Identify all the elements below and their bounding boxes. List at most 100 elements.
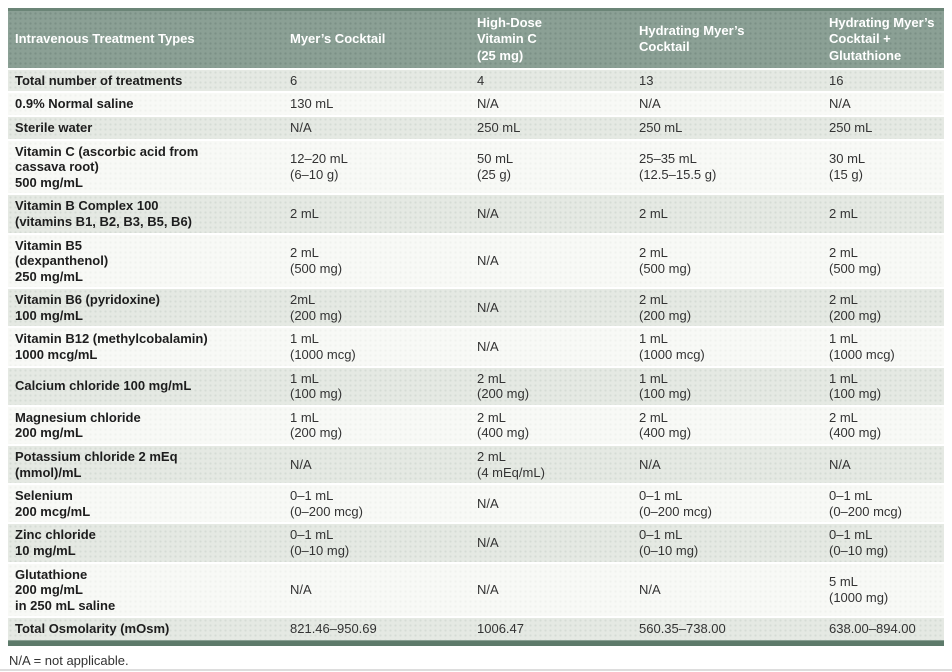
cell-value: 2 mL — [829, 206, 858, 222]
cell-value: N/A — [477, 339, 499, 355]
cell-value: 0–1 mL (0–10 mg) — [639, 527, 699, 558]
row-label: Vitamin C (ascorbic acid from cassava ro… — [15, 143, 199, 190]
cell-value: 2 mL (4 mEq/mL) — [477, 449, 545, 480]
cell-value: 16 — [829, 72, 844, 88]
row-label: Total Osmolarity (mOsm) — [15, 621, 170, 637]
cell-value: 2 mL (200 mg) — [639, 292, 692, 323]
cell-value: 2 mL — [639, 206, 668, 222]
cell-value: 130 mL — [290, 96, 334, 112]
cell-value: 250 mL — [477, 119, 521, 135]
cell-value: 2 mL (200 mg) — [829, 292, 882, 323]
cell-value: 12–20 mL (6–10 g) — [290, 151, 348, 182]
cell-value: 1006.47 — [477, 621, 524, 637]
cell-value: 1 mL (100 mg) — [829, 370, 882, 402]
cell-value: 1 mL (1000 mcg) — [290, 331, 356, 363]
cell-value: 0–1 mL (0–200 mcg) — [290, 488, 363, 519]
row-label: Zinc chloride 10 mg/mL — [15, 527, 96, 558]
cell-value: 560.35–738.00 — [639, 621, 726, 637]
row-label: Total number of treatments — [15, 72, 183, 88]
row-label: Sterile water — [15, 119, 93, 135]
table-footnote: N/A = not applicable. — [9, 652, 129, 668]
column-header-3: Hydrating Myer’s Cocktail — [639, 23, 745, 55]
table-row: Vitamin B5 (dexpanthenol) 250 mg/mL 2 mL … — [8, 232, 944, 288]
cell-value: 2 mL (500 mg) — [639, 245, 692, 276]
cell-value: 25–35 mL (12.5–15.5 g) — [639, 151, 717, 182]
table-bottom-rule — [8, 639, 944, 646]
cell-value: N/A — [477, 582, 499, 598]
cell-value: 2 mL (500 mg) — [290, 245, 343, 276]
table-row: Total Osmolarity (mOsm) 821.46–950.69 1006… — [8, 616, 944, 640]
table-header-row: Intravenous Treatment Types Myer’s Cockta… — [8, 11, 944, 68]
table-row: Glutathione 200 mg/mL in 250 mL saline N/… — [8, 561, 944, 617]
table-row: Potassium chloride 2 mEq (mmol)/mL N/A 2 m… — [8, 444, 944, 484]
cell-value: N/A — [639, 582, 661, 598]
cell-value: N/A — [477, 96, 499, 112]
cell-value: 1 mL (1000 mcg) — [639, 331, 705, 363]
row-label: Potassium chloride 2 mEq (mmol)/mL — [15, 449, 178, 480]
column-header-4: Hydrating Myer’s Cocktail + Glutathione — [829, 15, 935, 63]
cell-value: N/A — [639, 96, 661, 112]
cell-value: 2 mL (200 mg) — [477, 370, 530, 402]
table-row: Vitamin B Complex 100 (vitamins B1, B2, … — [8, 193, 944, 233]
cell-value: 1 mL (1000 mcg) — [829, 331, 895, 363]
cell-value: 50 mL (25 g) — [477, 151, 514, 182]
cell-value: 6 — [290, 72, 298, 88]
cell-value: N/A — [290, 582, 312, 598]
cell-value: 2 mL (400 mg) — [477, 409, 530, 441]
cell-value: N/A — [829, 456, 851, 472]
cell-value: 821.46–950.69 — [290, 621, 377, 637]
table-row: Vitamin C (ascorbic acid from cassava ro… — [8, 138, 944, 194]
cell-value: N/A — [477, 206, 499, 222]
cell-value: 30 mL (15 g) — [829, 151, 866, 182]
cell-value: N/A — [829, 96, 851, 112]
table-row: Zinc chloride 10 mg/mL 0–1 mL (0–10 mg) N/… — [8, 522, 944, 562]
table-row: Calcium chloride 100 mg/mL 1 mL (100 mg) 2… — [8, 365, 944, 405]
cell-value: 2 mL (400 mg) — [829, 409, 882, 441]
table-body: Total number of treatments 6 4 13 16 0.9% Nor… — [8, 67, 944, 640]
page-bottom-divider — [0, 669, 952, 671]
cell-value: 13 — [639, 72, 654, 88]
cell-value: N/A — [477, 496, 499, 512]
table-row: Total number of treatments 6 4 13 16 — [8, 67, 944, 92]
cell-value: 638.00–894.00 — [829, 621, 916, 637]
column-header-2: High-Dose Vitamin C (25 mg) — [477, 15, 542, 63]
table-row: Vitamin B6 (pyridoxine) 100 mg/mL 2mL (20… — [8, 287, 944, 327]
cell-value: 1 mL (200 mg) — [290, 409, 343, 441]
cell-value: 250 mL — [639, 119, 683, 135]
cell-value: N/A — [477, 253, 499, 269]
table-row: Sterile water N/A 250 mL 250 mL 250 mL — [8, 114, 944, 139]
row-label: Vitamin B12 (methylcobalamin) 1000 mcg/m… — [15, 331, 208, 363]
row-label: Selenium 200 mcg/mL — [15, 488, 91, 519]
table-top-rule — [8, 8, 944, 11]
treatments-table: Intravenous Treatment Types Myer’s Cockta… — [8, 8, 944, 646]
row-label: Calcium chloride 100 mg/mL — [15, 378, 192, 394]
cell-value: N/A — [639, 456, 661, 472]
cell-value: 0–1 mL (0–200 mcg) — [639, 488, 712, 519]
cell-value: 2mL (200 mg) — [290, 292, 343, 323]
table-row: Selenium 200 mcg/mL 0–1 mL (0–200 mcg) N/A… — [8, 483, 944, 523]
cell-value: 1 mL (100 mg) — [639, 370, 692, 402]
row-label: Vitamin B Complex 100 (vitamins B1, B2, … — [15, 198, 192, 229]
cell-value: 2 mL (500 mg) — [829, 245, 882, 276]
row-label: Vitamin B5 (dexpanthenol) 250 mg/mL — [15, 237, 109, 284]
column-header-1: Myer’s Cocktail — [290, 31, 386, 47]
row-label: 0.9% Normal saline — [15, 96, 134, 112]
table-row: Vitamin B12 (methylcobalamin) 1000 mcg/m… — [8, 326, 944, 366]
cell-value: N/A — [477, 535, 499, 551]
cell-value: 0–1 mL (0–10 mg) — [829, 527, 889, 558]
cell-value: 250 mL — [829, 119, 873, 135]
table-row: Magnesium chloride 200 mg/mL 1 mL (200 mg… — [8, 404, 944, 445]
cell-value: N/A — [477, 300, 499, 316]
cell-value: 5 mL (1000 mg) — [829, 574, 889, 605]
row-label: Glutathione 200 mg/mL in 250 mL saline — [15, 566, 116, 613]
table-row: 0.9% Normal saline 130 mL N/A N/A N/A — [8, 91, 944, 115]
cell-value: 2 mL (400 mg) — [639, 409, 692, 441]
cell-value: 0–1 mL (0–10 mg) — [290, 527, 350, 558]
column-header-0: Intravenous Treatment Types — [15, 31, 195, 47]
row-label: Magnesium chloride 200 mg/mL — [15, 409, 141, 441]
cell-value: 2 mL — [290, 206, 319, 222]
cell-value: N/A — [290, 119, 312, 135]
cell-value: N/A — [290, 456, 312, 472]
cell-value: 1 mL (100 mg) — [290, 370, 343, 402]
cell-value: 4 — [477, 72, 485, 88]
